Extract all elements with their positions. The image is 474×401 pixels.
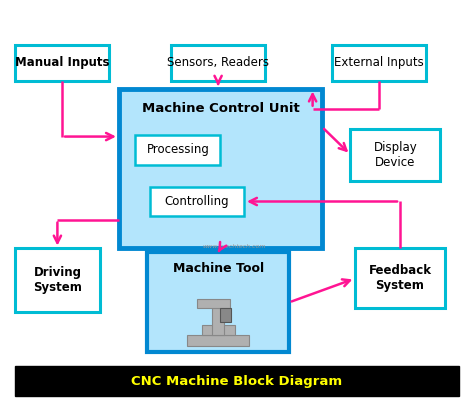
Text: Feedback
System: Feedback System bbox=[369, 264, 431, 292]
Text: CNC Machine Block Diagram: CNC Machine Block Diagram bbox=[131, 375, 343, 388]
FancyBboxPatch shape bbox=[150, 186, 244, 217]
Text: Controlling: Controlling bbox=[164, 195, 229, 208]
Text: Manual Inputs: Manual Inputs bbox=[15, 56, 109, 69]
FancyBboxPatch shape bbox=[331, 45, 426, 81]
FancyBboxPatch shape bbox=[147, 253, 289, 352]
Text: Driving
System: Driving System bbox=[33, 266, 82, 294]
FancyBboxPatch shape bbox=[201, 325, 235, 335]
FancyBboxPatch shape bbox=[136, 135, 220, 164]
FancyBboxPatch shape bbox=[212, 303, 224, 335]
FancyBboxPatch shape bbox=[119, 89, 322, 249]
FancyBboxPatch shape bbox=[15, 367, 459, 396]
FancyBboxPatch shape bbox=[355, 249, 445, 308]
FancyBboxPatch shape bbox=[187, 335, 249, 346]
FancyBboxPatch shape bbox=[171, 45, 265, 81]
FancyBboxPatch shape bbox=[220, 308, 231, 322]
Text: Machine Control Unit: Machine Control Unit bbox=[142, 102, 300, 115]
FancyBboxPatch shape bbox=[350, 129, 440, 180]
Text: Machine Tool: Machine Tool bbox=[173, 262, 264, 275]
Text: www.mechtech.com: www.mechtech.com bbox=[203, 244, 266, 249]
FancyBboxPatch shape bbox=[15, 45, 109, 81]
FancyBboxPatch shape bbox=[15, 249, 100, 312]
FancyBboxPatch shape bbox=[197, 299, 230, 308]
Text: Sensors, Readers: Sensors, Readers bbox=[167, 56, 269, 69]
Text: External Inputs: External Inputs bbox=[334, 56, 424, 69]
Text: Display
Device: Display Device bbox=[374, 140, 417, 168]
Text: Processing: Processing bbox=[146, 143, 210, 156]
